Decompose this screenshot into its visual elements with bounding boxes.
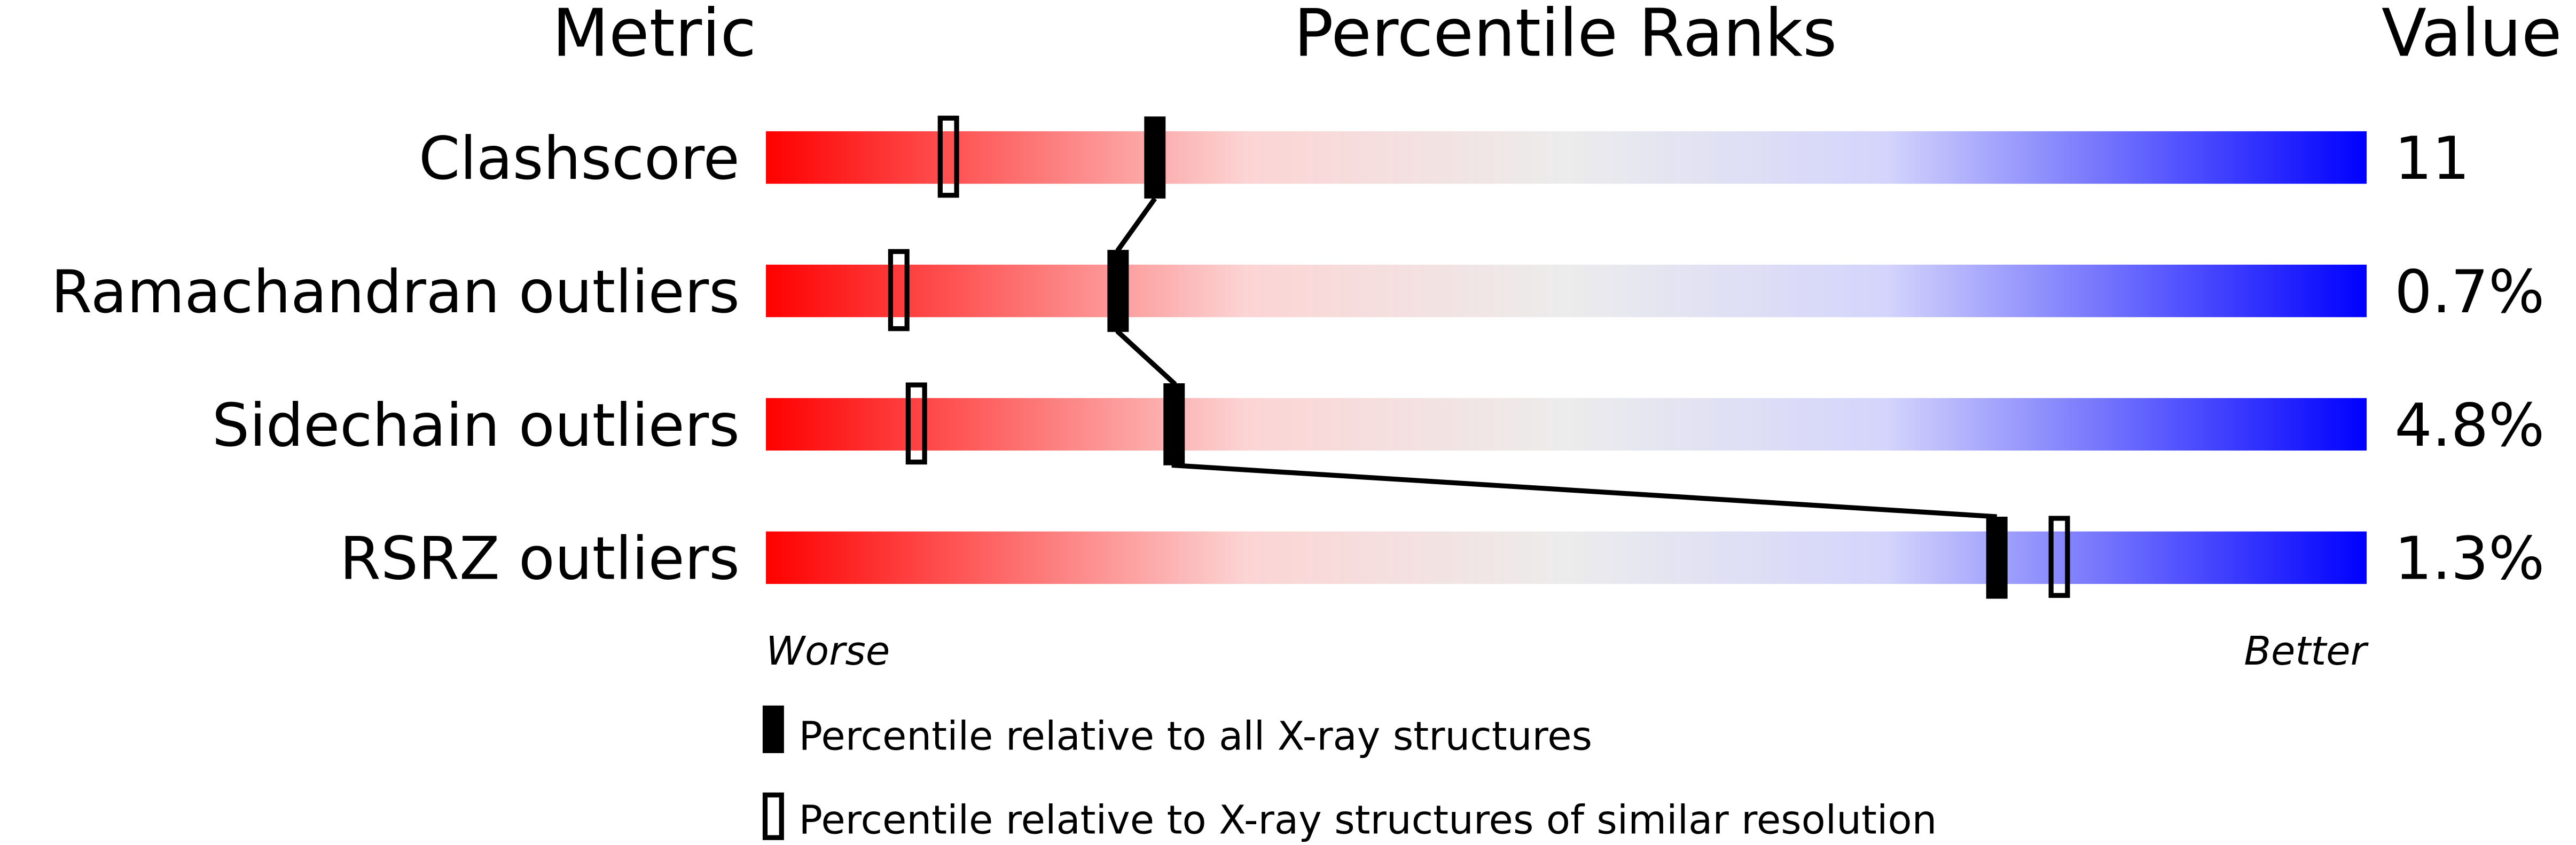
similar-resolution-percentile-marker: [888, 249, 910, 331]
metric-label: Ramachandran outliers: [51, 258, 739, 327]
all-structures-percentile-marker: [1163, 383, 1185, 465]
legend-similar-label: Percentile relative to X-ray structures …: [799, 797, 1937, 843]
all-structures-percentile-marker: [1986, 516, 2008, 599]
similar-resolution-percentile-marker: [905, 382, 927, 465]
metric-value: 1.3%: [2394, 525, 2544, 594]
metric-value: 11: [2394, 124, 2470, 193]
percentile-bar: [766, 264, 2367, 318]
legend-all-label: Percentile relative to all X-ray structu…: [799, 714, 1593, 760]
axis-better-label: Better: [2244, 629, 2369, 674]
percentile-connector-line: [1115, 197, 1997, 519]
percentile-bar: [766, 398, 2367, 451]
metric-value: 4.8%: [2394, 391, 2544, 460]
metric-label: Sidechain outliers: [212, 391, 740, 460]
metric-value: 0.7%: [2394, 258, 2544, 327]
metric-label: RSRZ outliers: [340, 525, 740, 594]
all-structures-percentile-marker: [1107, 250, 1129, 332]
header-value: Value: [2382, 0, 2562, 72]
percentile-bar: [766, 531, 2367, 584]
header-percentile-ranks: Percentile Ranks: [1294, 0, 1837, 72]
axis-worse-label: Worse: [766, 629, 890, 674]
all-structures-percentile-marker: [1144, 116, 1166, 199]
similar-resolution-percentile-marker: [937, 115, 959, 198]
legend-open-marker-icon: [762, 792, 784, 840]
similar-resolution-percentile-marker: [2048, 516, 2070, 598]
percentile-bar: [766, 131, 2367, 184]
header-metric: Metric: [552, 0, 756, 72]
legend-filled-marker-icon: [762, 705, 784, 753]
metric-label: Clashscore: [419, 124, 740, 193]
